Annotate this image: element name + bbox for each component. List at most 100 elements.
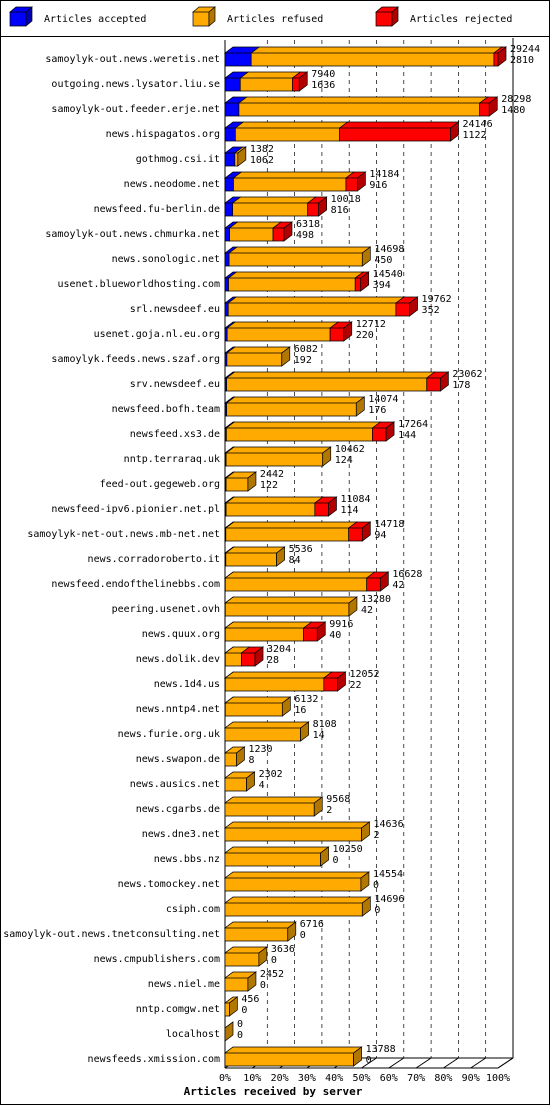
accepted-label: 498 — [296, 230, 314, 241]
bar-side — [357, 171, 366, 192]
accepted-label: 816 — [331, 205, 349, 216]
bar-side — [246, 771, 255, 792]
bar-segment — [232, 171, 355, 192]
category-label: usenet.blueworldhosting.com — [57, 279, 220, 290]
total-label: 9568 — [326, 794, 350, 805]
bar-side — [361, 821, 370, 842]
x-tick-label: 80% — [434, 1073, 452, 1084]
legend-swatch-side — [391, 6, 399, 27]
bar-segment — [223, 821, 371, 842]
category-label: news.corradoroberto.it — [88, 554, 220, 565]
bar-segment — [225, 421, 382, 442]
bar-segment — [224, 671, 333, 692]
x-tick — [415, 1057, 432, 1069]
category-label: feed-out.gegeweb.org — [100, 479, 220, 490]
category-label: newsfeed.xs3.de — [130, 429, 220, 440]
bar-segment — [223, 721, 310, 742]
total-label: 11084 — [340, 494, 370, 505]
accepted-label: 42 — [361, 605, 373, 616]
bar-segment — [234, 121, 349, 142]
total-label: 28298 — [501, 94, 531, 105]
total-label: 17264 — [398, 419, 428, 430]
bar-side — [497, 46, 507, 67]
x-tick-label: 20% — [271, 1073, 289, 1084]
bar-segment — [224, 571, 376, 592]
x-tick-label: 0% — [219, 1073, 231, 1084]
category-label: samoylyk-out.news.weretis.net — [45, 54, 220, 65]
bar-side — [313, 796, 323, 817]
x-axis-title: Articles received by server — [184, 1085, 363, 1098]
bar-segment — [223, 896, 372, 917]
accepted-label: 1480 — [501, 105, 525, 116]
legend-swatch-side — [208, 6, 216, 27]
accepted-label: 124 — [335, 455, 353, 466]
bar-side — [360, 871, 370, 892]
bar-segment — [224, 621, 313, 642]
accepted-label: 176 — [368, 405, 386, 416]
accepted-label: 220 — [356, 330, 374, 341]
x-tick-label: 50% — [352, 1073, 370, 1084]
category-label: outgoing.news.lysator.liu.se — [51, 79, 220, 90]
total-label: 14698 — [374, 244, 404, 255]
category-label: news.niel.me — [148, 979, 220, 990]
bar-side — [318, 196, 327, 217]
bar-side — [343, 321, 353, 342]
accepted-label: 450 — [374, 255, 392, 266]
category-label: nntp.comgw.net — [136, 1004, 220, 1015]
total-label: 23062 — [452, 369, 482, 380]
bar-side — [258, 946, 268, 967]
bar-segment — [250, 46, 503, 67]
bar-side — [322, 446, 332, 467]
total-label: 3636 — [271, 944, 295, 955]
bar-segment — [338, 121, 460, 142]
bar-side — [247, 971, 257, 992]
total-label: 3204 — [267, 644, 291, 655]
accepted-label: 0 — [373, 880, 379, 891]
category-label: localhost — [166, 1029, 220, 1040]
total-label: 12712 — [356, 319, 386, 330]
total-label: 14074 — [368, 394, 398, 405]
bar-segment — [239, 71, 302, 92]
bar-side — [361, 246, 371, 267]
total-label: 6716 — [300, 919, 324, 930]
bar-side — [236, 746, 245, 767]
category-label: news.cgarbs.de — [136, 804, 220, 815]
category-label: newsfeed.bofh.team — [112, 404, 220, 415]
total-label: 2302 — [259, 769, 283, 780]
legend-label: Articles refused — [227, 14, 323, 25]
bar-side — [409, 296, 418, 317]
total-label: 24146 — [462, 119, 492, 130]
total-label: 0 — [237, 1019, 243, 1030]
accepted-label: 1122 — [462, 130, 486, 141]
category-label: news.tomockey.net — [118, 879, 220, 890]
bar-side — [361, 896, 371, 917]
category-label: news.hispagatos.org — [106, 129, 220, 140]
accepted-label: 192 — [294, 355, 312, 366]
bar-segment — [231, 196, 317, 217]
accepted-label: 2810 — [510, 55, 534, 66]
bar-side — [224, 1021, 234, 1042]
accepted-label: 0 — [260, 980, 266, 991]
legend-label: Articles accepted — [44, 14, 146, 25]
total-label: 14540 — [373, 269, 403, 280]
accepted-label: 16 — [294, 705, 306, 716]
x-tick-label: 90% — [462, 1073, 480, 1084]
bar-side — [337, 671, 346, 692]
accepted-label: 916 — [369, 180, 387, 191]
legend-swatch-side — [25, 6, 33, 27]
category-label: news.bbs.nz — [154, 854, 220, 865]
x-tick-label: 40% — [325, 1073, 343, 1084]
total-label: 14696 — [374, 894, 404, 905]
accepted-label: 2 — [326, 805, 332, 816]
bar-segment — [237, 96, 489, 117]
bar-side — [385, 421, 395, 442]
accepted-label: 0 — [366, 1055, 372, 1066]
category-label: srv.newsdeef.eu — [130, 379, 220, 390]
total-label: 6318 — [296, 219, 320, 230]
bar-side — [450, 121, 459, 142]
total-label: 1230 — [248, 744, 272, 755]
bar-segment — [226, 321, 340, 342]
bar-side — [360, 271, 370, 292]
bar-side — [300, 721, 309, 742]
